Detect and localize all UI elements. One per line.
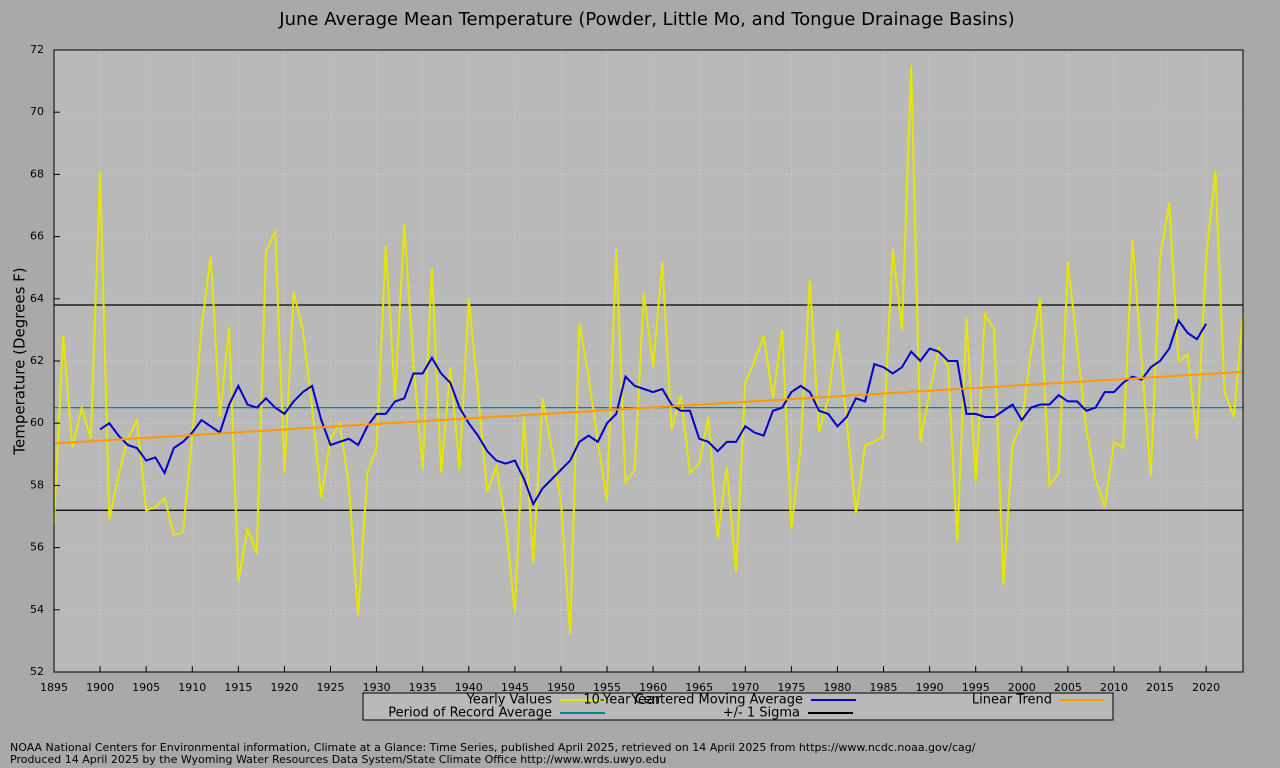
y-tick-label: 72 <box>30 43 44 56</box>
y-tick-label: 66 <box>30 230 44 243</box>
marks <box>53 65 1244 635</box>
x-tick-label: 1960 <box>639 681 667 694</box>
x-tick-label: 1935 <box>409 681 437 694</box>
x-tick-label: 1920 <box>270 681 298 694</box>
chart-title: June Average Mean Temperature (Powder, L… <box>278 9 1014 30</box>
y-tick-label: 64 <box>30 292 44 305</box>
y-tick-label: 62 <box>30 354 44 367</box>
legend: Yearly Values 10-Year Centered Moving Ave… <box>388 693 1105 721</box>
x-tick-label: 1905 <box>132 681 160 694</box>
x-tick-label: 2010 <box>1100 681 1128 694</box>
legend-label: +/- 1 Sigma <box>723 706 800 721</box>
x-tick-label: 1895 <box>40 681 68 694</box>
footer-line: Produced 14 April 2025 by the Wyoming Wa… <box>10 753 666 766</box>
x-tick-label: 1910 <box>178 681 206 694</box>
y-tick-label: 68 <box>30 167 44 180</box>
x-tick-label: 1945 <box>501 681 529 694</box>
x-tick-label: 1955 <box>593 681 621 694</box>
legend-box <box>362 692 1114 721</box>
x-tick-label: 2000 <box>1008 681 1036 694</box>
legend-label: Period of Record Average <box>388 706 552 721</box>
series-line <box>53 370 1244 445</box>
y-axis-label: Temperature (Degrees F) <box>11 267 29 455</box>
legend-label: Yearly Values <box>466 693 553 708</box>
x-tick-label: 1970 <box>731 681 759 694</box>
footer-line: NOAA National Centers for Environmental … <box>10 741 976 754</box>
series-line <box>99 318 1207 507</box>
x-tick-label: 2005 <box>1054 681 1082 694</box>
x-tick-label: 1975 <box>777 681 805 694</box>
y-tick-label: 70 <box>30 105 44 118</box>
y-tick-label: 60 <box>30 416 44 429</box>
x-tick-label: 1915 <box>224 681 252 694</box>
x-axis-label: Year <box>630 692 661 708</box>
x-tick-label: 1940 <box>455 681 483 694</box>
x-tick-label: 2020 <box>1192 681 1220 694</box>
x-tick-label: 1950 <box>547 681 575 694</box>
y-tick-label: 58 <box>30 478 44 491</box>
plot-area <box>54 50 1243 672</box>
x-tick-label: 1930 <box>363 681 391 694</box>
legend-label: 10-Year Centered Moving Average <box>583 693 803 708</box>
x-tick-label: 1900 <box>86 681 114 694</box>
y-tick-label: 56 <box>30 541 44 554</box>
legend-label: Linear Trend <box>972 693 1052 708</box>
x-tick-label: 1925 <box>317 681 345 694</box>
x-tick-label: 2015 <box>1146 681 1174 694</box>
x-tick-label: 1985 <box>870 681 898 694</box>
y-tick-label: 54 <box>30 603 44 616</box>
y-tick-label: 52 <box>30 665 44 678</box>
labels: 52 54 56 58 60 62 64 66 68 70 72 1895 1900 1905 1910 19… <box>30 43 1220 694</box>
x-tick-label: 1965 <box>685 681 713 694</box>
series-line <box>53 65 1244 635</box>
x-tick-label: 1980 <box>823 681 851 694</box>
x-tick-label: 1990 <box>916 681 944 694</box>
x-tick-label: 1995 <box>962 681 990 694</box>
